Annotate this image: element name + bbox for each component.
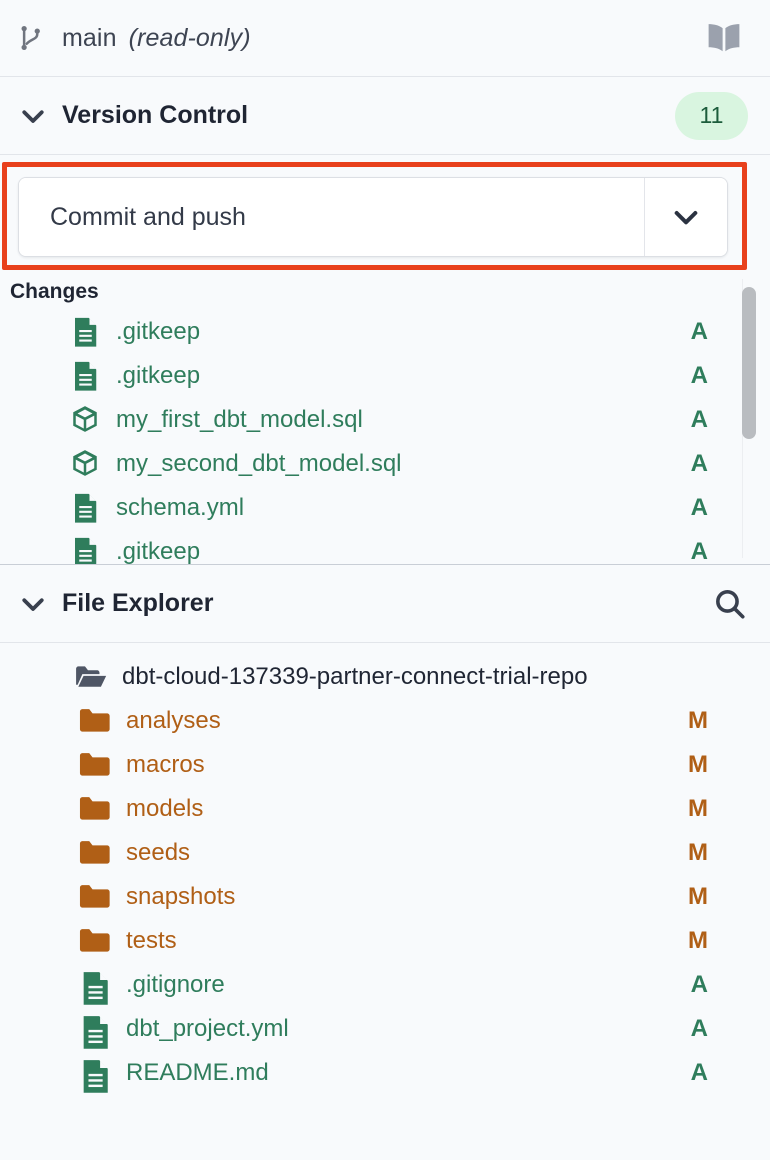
- changes-row-status: A: [690, 494, 708, 521]
- tree-row-status: A: [690, 1015, 708, 1042]
- tree-row-name: macros: [126, 751, 205, 778]
- tree-row-status: M: [688, 751, 708, 778]
- file-icon: [78, 1058, 112, 1093]
- changes-row-status: A: [690, 362, 708, 389]
- tree-row-name: models: [126, 795, 204, 822]
- changes-row-status: A: [690, 318, 708, 345]
- changes-row-filename: .gitkeep: [116, 318, 201, 345]
- version-control-title: Version Control: [62, 101, 249, 129]
- changes-label: Changes: [10, 280, 99, 303]
- tree-row[interactable]: dbt-cloud-137339-partner-connect-trial-r…: [0, 655, 770, 699]
- commit-and-push-button[interactable]: Commit and push: [19, 178, 644, 256]
- branch-bar: main (read-only): [0, 0, 770, 77]
- tree-row-name: tests: [126, 927, 177, 954]
- file-icon: [78, 970, 112, 1005]
- tree-row-status: M: [688, 795, 708, 822]
- tree-row-status: M: [688, 707, 708, 734]
- changes-row[interactable]: .gitkeep A: [0, 310, 770, 354]
- file-icon: [78, 1014, 112, 1049]
- file-icon: [70, 360, 100, 392]
- tree-row[interactable]: macros M: [0, 743, 770, 787]
- folder-icon: [78, 794, 112, 824]
- tree-row-name: dbt-cloud-137339-partner-connect-trial-r…: [122, 663, 588, 690]
- tree-row-name: README.md: [126, 1059, 269, 1086]
- commit-and-push-control[interactable]: Commit and push: [18, 177, 728, 257]
- git-branch-icon: [16, 23, 46, 53]
- chevron-down-icon[interactable]: [18, 589, 48, 619]
- commit-and-push-zone: Commit and push: [0, 155, 770, 273]
- file-icon: [70, 492, 100, 524]
- open-book-icon[interactable]: [704, 21, 744, 55]
- tree-row-status: M: [688, 883, 708, 910]
- commit-options-dropdown-button[interactable]: [644, 178, 727, 256]
- file-explorer-tree: dbt-cloud-137339-partner-connect-trial-r…: [0, 643, 770, 1160]
- tree-row[interactable]: snapshots M: [0, 875, 770, 919]
- changes-row-filename: .gitkeep: [116, 538, 201, 565]
- tree-row[interactable]: seeds M: [0, 831, 770, 875]
- folder-icon: [78, 750, 112, 780]
- tree-row-name: .gitignore: [126, 971, 225, 998]
- tree-row-name: snapshots: [126, 883, 236, 910]
- branch-readonly-note: (read-only): [128, 23, 251, 52]
- file-icon: [70, 316, 100, 348]
- branch-name: main: [62, 23, 117, 52]
- changes-row-filename: schema.yml: [116, 494, 245, 521]
- folder-icon: [78, 926, 112, 956]
- tree-row-status: A: [690, 1059, 708, 1086]
- file-explorer-header[interactable]: File Explorer: [0, 565, 770, 643]
- changes-row-filename: .gitkeep: [116, 362, 201, 389]
- tree-row-status: M: [688, 927, 708, 954]
- changes-row[interactable]: my_first_dbt_model.sql A: [0, 398, 770, 442]
- tree-row-status: A: [690, 971, 708, 998]
- tree-row[interactable]: .gitignore A: [0, 963, 770, 1007]
- chevron-down-icon: [670, 201, 702, 233]
- chevron-down-icon[interactable]: [18, 101, 48, 131]
- tree-row[interactable]: models M: [0, 787, 770, 831]
- tree-list: dbt-cloud-137339-partner-connect-trial-r…: [0, 655, 770, 1095]
- file-explorer-title: File Explorer: [62, 589, 214, 617]
- changes-row-filename: my_first_dbt_model.sql: [116, 406, 363, 433]
- tree-row-name: seeds: [126, 839, 191, 866]
- changes-row[interactable]: my_second_dbt_model.sql A: [0, 442, 770, 486]
- version-control-header[interactable]: Version Control 11: [0, 77, 770, 155]
- tree-row-name: dbt_project.yml: [126, 1015, 289, 1042]
- changes-row-status: A: [690, 538, 708, 565]
- changes-row[interactable]: .gitkeep A: [0, 530, 770, 565]
- folder-icon: [78, 882, 112, 912]
- folder-icon: [78, 706, 112, 736]
- branch-label: main (read-only): [62, 24, 251, 53]
- open-folder-icon: [74, 662, 108, 692]
- file-icon: [70, 536, 100, 564]
- changes-scrollbar-thumb[interactable]: [742, 287, 756, 439]
- model-cube-icon: [70, 448, 100, 480]
- tree-row[interactable]: analyses M: [0, 699, 770, 743]
- tree-row-name: analyses: [126, 707, 221, 734]
- tree-row[interactable]: README.md A: [0, 1051, 770, 1095]
- changes-row[interactable]: schema.yml A: [0, 486, 770, 530]
- search-icon[interactable]: [712, 586, 748, 622]
- changes-row-status: A: [690, 450, 708, 477]
- changes-row-filename: my_second_dbt_model.sql: [116, 450, 402, 477]
- status-badge: 11: [675, 91, 748, 140]
- model-cube-icon: [70, 404, 100, 436]
- changes-row-status: A: [690, 406, 708, 433]
- tree-row-status: M: [688, 839, 708, 866]
- tree-row[interactable]: tests M: [0, 919, 770, 963]
- changes-row[interactable]: .gitkeep A: [0, 354, 770, 398]
- tree-row[interactable]: dbt_project.yml A: [0, 1007, 770, 1051]
- folder-icon: [78, 838, 112, 868]
